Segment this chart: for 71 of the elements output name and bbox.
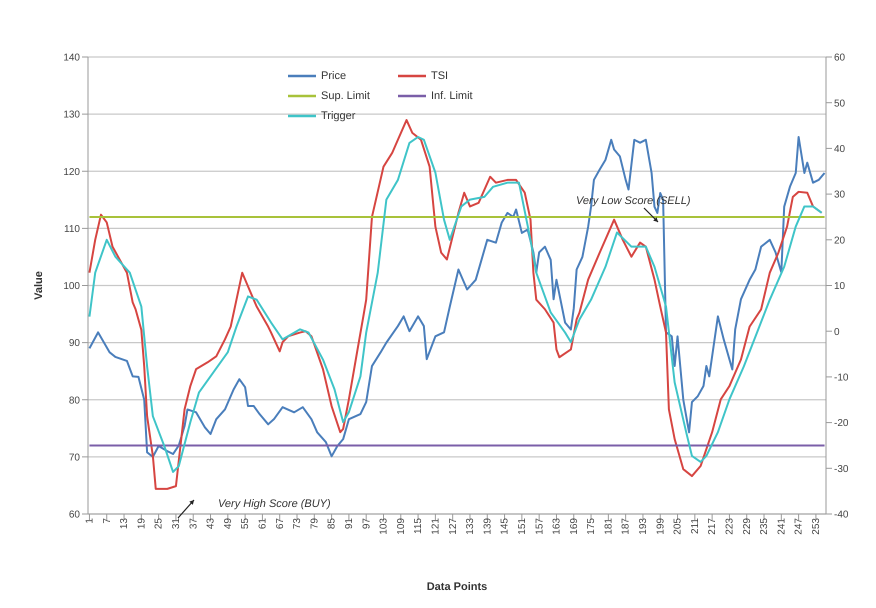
- x-tick-label: 157: [534, 518, 546, 535]
- legend-label: Inf. Limit: [431, 90, 473, 102]
- x-tick-label: 79: [309, 518, 320, 530]
- x-axis-title: Data Points: [426, 581, 488, 593]
- x-tick-label: 31: [171, 518, 182, 530]
- x-tick-label: 121: [430, 518, 442, 535]
- x-tick-label: 43: [206, 518, 217, 530]
- x-tick-label: 13: [119, 518, 130, 530]
- y2-tick-label: 50: [834, 98, 846, 110]
- x-tick-label: 133: [465, 518, 476, 535]
- y-tick-label: 120: [63, 166, 80, 178]
- legend-label: TSI: [431, 70, 448, 82]
- x-tick-label: 109: [396, 518, 407, 535]
- y2-tick-label: 30: [834, 190, 846, 201]
- x-tick-label: 97: [361, 518, 372, 530]
- y-tick-label: 80: [68, 395, 80, 406]
- y-tick-label: 60: [68, 510, 80, 521]
- y2-tick-label: 0: [834, 326, 840, 338]
- x-tick-label: 85: [326, 518, 338, 530]
- y-tick-label: 90: [68, 338, 80, 350]
- x-tick-label: 229: [742, 518, 753, 535]
- y-tick-label: 140: [63, 52, 80, 64]
- x-tick-label: 223: [724, 518, 736, 535]
- x-tick-label: 241: [776, 518, 788, 535]
- x-tick-label: 181: [603, 518, 614, 535]
- legend-label: Trigger: [321, 110, 356, 122]
- y-tick-label: 130: [63, 110, 80, 121]
- x-tick-label: 217: [707, 518, 718, 535]
- x-tick-label: 1: [84, 518, 96, 524]
- x-tick-label: 151: [516, 518, 528, 535]
- x-tick-label: 19: [136, 518, 148, 530]
- x-tick-label: 7: [102, 518, 113, 524]
- x-tick-label: 25: [154, 518, 165, 530]
- y2-tick-label: 20: [834, 235, 846, 246]
- y2-tick-label: -20: [834, 418, 849, 430]
- y-tick-label: 70: [68, 452, 80, 464]
- y2-tick-label: 60: [834, 52, 846, 64]
- y-axis-title: Value: [32, 271, 45, 300]
- x-tick-label: 199: [655, 518, 666, 535]
- x-tick-label: 127: [448, 518, 459, 535]
- x-tick-label: 211: [690, 518, 701, 534]
- x-tick-label: 55: [240, 518, 252, 530]
- x-tick-label: 91: [344, 518, 355, 530]
- x-tick-label: 49: [222, 518, 234, 530]
- x-tick-label: 163: [552, 518, 563, 535]
- x-tick-label: 61: [258, 518, 269, 530]
- x-tick-label: 169: [568, 518, 580, 535]
- x-tick-label: 187: [620, 518, 632, 535]
- x-tick-label: 193: [638, 518, 650, 535]
- y2-tick-label: -10: [834, 372, 849, 384]
- x-tick-label: 103: [378, 518, 390, 535]
- y2-tick-label: 10: [834, 281, 846, 292]
- legend-label: Price: [321, 70, 346, 82]
- x-tick-label: 235: [759, 518, 770, 535]
- y2-tick-label: 40: [834, 144, 846, 155]
- x-tick-label: 205: [672, 518, 684, 535]
- x-tick-label: 253: [811, 518, 822, 535]
- y-tick-label: 110: [64, 224, 80, 235]
- x-tick-label: 139: [482, 518, 494, 535]
- annotation: Very High Score (BUY): [218, 498, 331, 510]
- x-tick-label: 175: [586, 518, 598, 535]
- x-tick-label: 67: [274, 518, 286, 530]
- y2-tick-label: -30: [834, 464, 849, 475]
- x-tick-label: 247: [794, 518, 805, 535]
- x-tick-label: 37: [188, 518, 200, 530]
- x-tick-label: 115: [413, 518, 424, 534]
- legend-label: Sup. Limit: [321, 90, 370, 102]
- x-tick-label: 145: [500, 518, 511, 535]
- y2-tick-label: -40: [834, 510, 849, 521]
- x-tick-label: 73: [292, 518, 304, 530]
- y-tick-label: 100: [63, 281, 80, 292]
